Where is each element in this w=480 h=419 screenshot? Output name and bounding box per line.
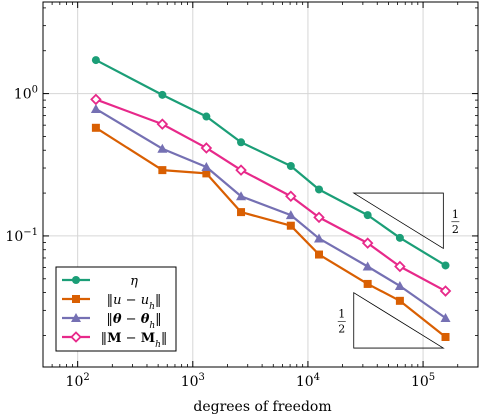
data-point xyxy=(285,190,297,203)
data-point xyxy=(90,103,101,113)
slope-label-denominator: 2 xyxy=(338,322,345,335)
data-point xyxy=(202,169,211,178)
x-tick-label: 102 xyxy=(66,372,90,390)
data-point xyxy=(91,56,100,65)
axes-frame xyxy=(42,1,479,368)
legend-label: ‖M − Mh‖ xyxy=(101,331,168,350)
data-point xyxy=(441,332,450,341)
y-tick-label: 10−1 xyxy=(5,227,38,245)
series-1 xyxy=(91,123,450,341)
series-0 xyxy=(91,56,450,270)
data-point xyxy=(237,208,246,217)
data-point xyxy=(235,164,247,176)
x-axis-title: degrees of freedom xyxy=(193,399,331,415)
series xyxy=(90,56,452,341)
slope-label-numerator: 1 xyxy=(452,208,459,221)
axis-ticks: 102 103 104 105 100 10−1 xyxy=(5,2,478,390)
legend-label: ‖θ − θh‖ xyxy=(106,312,161,331)
series-3 xyxy=(90,93,452,297)
slope-label-denominator: 2 xyxy=(452,223,459,236)
data-point xyxy=(156,118,169,130)
data-point xyxy=(361,237,374,249)
data-point xyxy=(394,260,406,273)
legend-swatch-marker xyxy=(70,331,82,343)
x-tick-label: 103 xyxy=(181,372,205,390)
data-point xyxy=(363,279,372,288)
data-point xyxy=(440,313,451,323)
y-tick-label: 100 xyxy=(14,85,38,103)
data-point xyxy=(395,296,404,305)
slope-label-numerator: 1 xyxy=(338,307,345,320)
data-point xyxy=(313,211,325,224)
legend: η ‖u − uh‖‖θ − θh‖‖M − Mh‖ xyxy=(55,266,177,352)
series-line xyxy=(95,98,447,293)
data-point xyxy=(236,191,247,201)
legend-swatch-marker xyxy=(71,313,81,322)
legend-swatch-marker xyxy=(72,295,80,303)
data-point xyxy=(158,166,167,175)
data-point xyxy=(439,285,452,297)
data-point xyxy=(200,142,213,154)
legend-label: η xyxy=(130,274,138,289)
data-point xyxy=(90,93,102,106)
legend-label: ‖u − uh‖ xyxy=(107,293,162,312)
data-point xyxy=(441,261,450,270)
data-point xyxy=(201,161,212,171)
legend-swatch-marker xyxy=(72,276,80,284)
data-point xyxy=(395,233,404,242)
data-point xyxy=(158,90,167,99)
data-point xyxy=(285,210,296,220)
x-tick-label: 105 xyxy=(411,372,435,390)
data-point xyxy=(202,112,211,121)
data-point xyxy=(314,233,325,243)
slope-triangles: 1 2 1 2 xyxy=(337,192,460,349)
data-point xyxy=(286,161,295,170)
data-point xyxy=(315,185,324,194)
data-point xyxy=(91,123,100,132)
data-point xyxy=(363,211,372,220)
series-2 xyxy=(90,103,451,323)
data-point xyxy=(286,221,295,230)
slope-triangle xyxy=(352,192,444,250)
data-point xyxy=(237,138,246,147)
data-point xyxy=(362,261,373,271)
data-point xyxy=(315,250,324,259)
data-point xyxy=(157,143,168,153)
slope-triangle xyxy=(353,291,445,349)
data-point xyxy=(394,280,405,290)
x-tick-label: 104 xyxy=(296,372,320,390)
series-line xyxy=(95,59,447,267)
